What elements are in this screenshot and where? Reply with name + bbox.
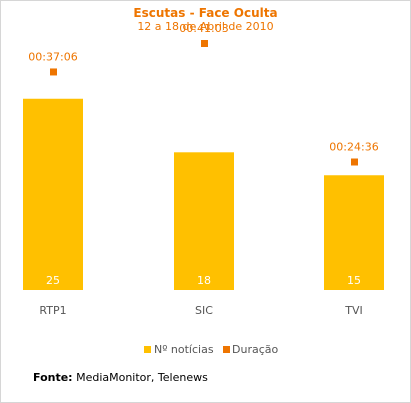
legend-swatch-duracao — [223, 346, 230, 353]
source-label: Fonte: — [33, 371, 73, 384]
legend-label-noticias: Nº notícias — [154, 343, 214, 356]
category-label-sic: SIC — [195, 304, 213, 317]
duration-marker-tvi — [351, 158, 358, 166]
duration-label-tvi: 00:24:36 — [329, 141, 378, 154]
chart-subtitle: 12 a 18 de Abril de 2010 — [137, 20, 274, 33]
duration-marker-sic — [201, 40, 208, 47]
legend-label-duracao: Duração — [232, 343, 278, 356]
bar-sic — [174, 152, 234, 290]
bar-tvi — [324, 175, 384, 290]
bar-value-label-rtp1: 25 — [46, 274, 60, 287]
duration-label-rtp1: 00:37:06 — [28, 50, 77, 63]
category-label-tvi: TVI — [344, 304, 363, 317]
source-note: Fonte: MediaMonitor, Telenews — [33, 371, 208, 384]
bar-value-label-tvi: 15 — [347, 274, 361, 287]
duration-label-sic: 00:41:03 — [179, 22, 228, 35]
source-text: MediaMonitor, Telenews — [76, 371, 208, 384]
duration-marker-rtp1 — [50, 68, 57, 76]
bar-rtp1 — [23, 98, 83, 290]
chart-title: Escutas - Face Oculta — [133, 6, 278, 20]
bar-value-label-sic: 18 — [197, 274, 211, 287]
legend-swatch-noticias — [144, 346, 151, 353]
category-label-rtp1: RTP1 — [39, 304, 66, 317]
